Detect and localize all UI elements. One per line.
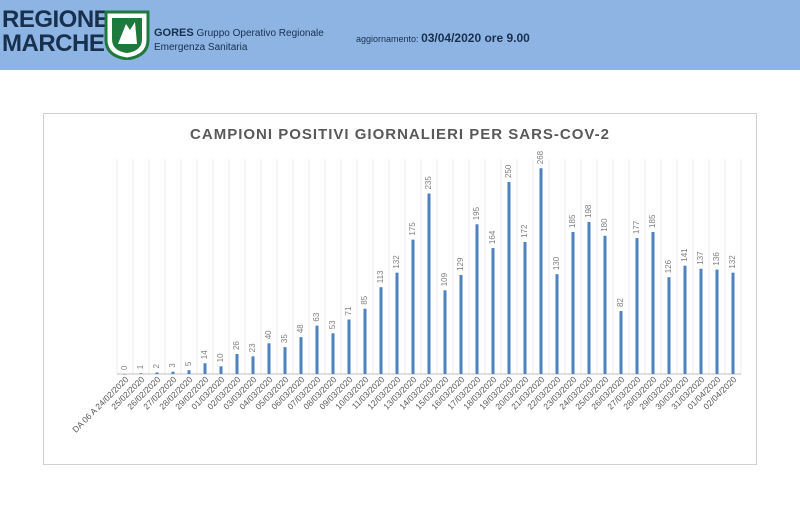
bar [635,238,639,374]
update-info: aggiornamento: 03/04/2020 ore 9.00 [356,31,530,45]
data-label: 250 [504,164,513,178]
data-label: 185 [648,214,657,228]
data-label: 132 [392,255,401,269]
bar [507,182,511,374]
bar [571,231,575,374]
org-name: GORES [154,27,194,39]
bar [363,308,367,374]
bar [283,347,287,374]
bar [251,356,255,374]
header-banner: REGIONE MARCHE GORES Gruppo Operativo Re… [0,0,800,70]
data-label: 35 [280,334,289,343]
data-label: 63 [312,312,321,321]
org-desc-line-1: Gruppo Operativo Regionale [196,28,324,39]
bar [427,193,431,374]
data-label: 198 [584,204,593,218]
data-label: 164 [488,230,497,244]
bar [187,370,191,374]
data-label: 172 [520,224,529,238]
bar [139,373,143,374]
bar [235,354,239,374]
bar [475,224,479,374]
data-label: 53 [328,320,337,329]
data-label: 82 [616,298,625,307]
data-label: 137 [696,251,705,265]
bar [731,272,735,374]
data-label: 129 [456,257,465,271]
data-label: 85 [360,295,369,304]
bar [171,371,175,374]
data-label: 14 [200,350,209,359]
bar [219,366,223,374]
data-label: 141 [680,248,689,262]
bar [315,325,319,374]
bar [603,235,607,374]
data-label: 10 [216,353,225,362]
bar [619,311,623,374]
data-label: 40 [264,330,273,339]
data-label: 195 [472,206,481,220]
bar [699,268,703,374]
bar [459,274,463,374]
data-label: 109 [440,272,449,286]
data-label: 5 [184,361,193,366]
bar [587,221,591,374]
chart-container: CAMPIONI POSITIVI GIORNALIERI PER SARS-C… [43,113,757,465]
data-label: 71 [344,306,353,315]
data-label: 136 [712,252,721,266]
bar [715,269,719,374]
bar [523,241,527,374]
bar [539,168,543,374]
bar [443,290,447,374]
bar [651,231,655,374]
bar [267,343,271,374]
data-label: 177 [632,220,641,234]
update-value: 03/04/2020 ore 9.00 [421,31,530,45]
data-label: 268 [536,150,545,164]
data-label: 126 [664,259,673,273]
update-label: aggiornamento: [356,34,419,44]
bar [299,337,303,374]
bar [331,333,335,374]
logo-line-2: MARCHE [2,30,105,57]
data-label: 2 [152,363,161,368]
bar [683,265,687,374]
data-label: 1 [136,364,145,369]
data-label: 180 [600,218,609,232]
data-label: 235 [424,176,433,190]
org-block: GORES Gruppo Operativo Regionale Emergen… [154,26,324,55]
regional-shield-icon [104,10,150,60]
bar [411,239,415,374]
bar [155,372,159,374]
bar [555,274,559,374]
data-label: 23 [248,343,257,352]
bar [667,277,671,374]
bar [123,374,127,375]
region-logo: REGIONE MARCHE [2,6,110,57]
bar [491,248,495,374]
data-label: 3 [168,363,177,368]
data-label: 132 [728,255,737,269]
data-label: 0 [120,365,129,370]
data-label: 48 [296,324,305,333]
bar [379,287,383,374]
data-label: 130 [552,256,561,270]
bar [347,319,351,374]
logo-line-1: REGIONE [2,6,110,33]
data-label: 113 [376,270,385,283]
bar [203,363,207,374]
chart-title: CAMPIONI POSITIVI GIORNALIERI PER SARS-C… [190,126,610,143]
data-label: 185 [568,214,577,228]
bar [395,272,399,374]
data-label: 175 [408,222,417,236]
data-label: 26 [232,341,241,350]
bar-chart: 0DA 06 A 24/02/2020125/02/2020226/02/202… [70,150,742,435]
org-desc-line-2: Emergenza Sanitaria [154,42,248,53]
